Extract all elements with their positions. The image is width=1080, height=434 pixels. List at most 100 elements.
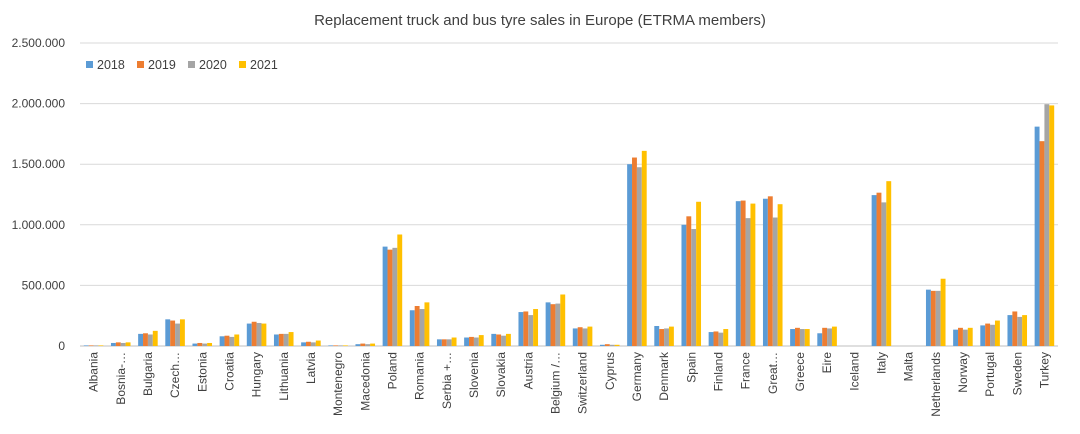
bar bbox=[392, 247, 398, 346]
bar bbox=[83, 345, 89, 346]
bar bbox=[197, 342, 203, 346]
bar bbox=[219, 336, 225, 346]
bar bbox=[202, 343, 208, 346]
bar bbox=[994, 320, 1000, 346]
x-category-label: France bbox=[739, 352, 753, 390]
bar bbox=[762, 198, 768, 346]
bar bbox=[691, 229, 697, 346]
bar bbox=[1034, 126, 1040, 347]
bar bbox=[138, 333, 144, 346]
bar bbox=[881, 202, 887, 346]
bar bbox=[478, 335, 484, 346]
x-category-label: Romania bbox=[413, 352, 427, 400]
bar bbox=[831, 326, 837, 346]
bar bbox=[528, 315, 534, 346]
x-axis: Albania Bosnia-… Bulgaria Czech… Estonia Croa… bbox=[87, 351, 1052, 417]
x-category-label: Serbia +… bbox=[440, 352, 454, 409]
bar bbox=[609, 344, 615, 346]
x-category-label: Croatia bbox=[222, 352, 236, 391]
bar bbox=[152, 330, 158, 346]
bar bbox=[409, 310, 415, 346]
bar bbox=[473, 337, 479, 346]
bar bbox=[1049, 105, 1055, 346]
legend-swatch bbox=[86, 61, 93, 68]
bar bbox=[572, 328, 578, 346]
x-category-label: Bulgaria bbox=[141, 352, 155, 396]
y-axis: 0 500.000 1.000.000 1.500.000 2.000.000 2.500… bbox=[12, 36, 66, 353]
bar bbox=[740, 200, 746, 346]
bar bbox=[88, 345, 94, 346]
bar bbox=[735, 201, 741, 346]
bar bbox=[654, 326, 660, 346]
bar bbox=[1007, 315, 1013, 346]
bar bbox=[288, 332, 294, 346]
bar bbox=[523, 311, 529, 346]
x-category-label: Lithuania bbox=[277, 352, 291, 401]
bar bbox=[713, 331, 719, 346]
bar bbox=[110, 342, 116, 346]
bar bbox=[827, 328, 832, 346]
x-category-label: Denmark bbox=[657, 351, 671, 401]
x-category-label: Hungary bbox=[250, 352, 264, 397]
legend: 2018 2019 2020 2021 bbox=[86, 58, 278, 72]
bar bbox=[985, 323, 991, 346]
bar bbox=[93, 345, 99, 346]
x-category-label: Slovenia bbox=[467, 352, 481, 398]
x-category-label: Austria bbox=[521, 352, 535, 390]
bar bbox=[120, 342, 126, 346]
bar bbox=[632, 157, 637, 346]
x-category-label: Iceland bbox=[847, 352, 861, 391]
x-category-label: Czech… bbox=[168, 352, 182, 398]
y-tick-label: 500.000 bbox=[22, 278, 66, 292]
bar bbox=[953, 329, 959, 346]
bar bbox=[256, 322, 262, 346]
x-category-label: Belgium /… bbox=[548, 352, 562, 414]
bar bbox=[790, 329, 796, 346]
bar bbox=[414, 306, 420, 346]
y-tick-label: 2.000.000 bbox=[12, 97, 66, 111]
bar bbox=[165, 319, 171, 346]
bar bbox=[464, 337, 470, 346]
bar bbox=[659, 329, 665, 346]
x-category-label: Estonia bbox=[195, 352, 209, 392]
bar bbox=[98, 345, 104, 346]
bar bbox=[799, 329, 805, 346]
bar bbox=[641, 150, 647, 346]
bar bbox=[795, 327, 800, 346]
bar bbox=[451, 337, 457, 346]
bar bbox=[387, 249, 393, 346]
x-category-label: Netherlands bbox=[929, 352, 943, 417]
bar bbox=[745, 218, 751, 346]
bar bbox=[686, 216, 692, 346]
x-category-label: Albania bbox=[87, 352, 101, 392]
x-category-label: Portugal bbox=[983, 352, 997, 397]
bar bbox=[338, 345, 343, 346]
bar bbox=[382, 246, 388, 346]
bar bbox=[436, 339, 442, 346]
legend-swatch bbox=[188, 61, 195, 68]
x-category-label: Great… bbox=[766, 352, 780, 394]
x-category-label: Germany bbox=[630, 352, 644, 401]
y-tick-label: 2.500.000 bbox=[12, 36, 66, 50]
bar bbox=[545, 302, 551, 346]
bar bbox=[115, 342, 121, 346]
bar bbox=[518, 312, 524, 346]
bar bbox=[980, 325, 986, 346]
x-category-label: Greece bbox=[793, 352, 807, 392]
bar bbox=[234, 334, 240, 346]
x-category-label: Switzerland bbox=[576, 352, 590, 414]
bar bbox=[627, 164, 633, 346]
bar bbox=[1022, 315, 1028, 346]
bar bbox=[147, 334, 153, 346]
bar bbox=[587, 326, 593, 346]
x-category-label: Montenegro bbox=[331, 352, 345, 416]
bar bbox=[935, 290, 941, 346]
bar bbox=[246, 323, 252, 346]
x-category-label: Malta bbox=[902, 352, 916, 382]
bar bbox=[397, 234, 403, 346]
bar bbox=[636, 167, 642, 346]
bar bbox=[170, 320, 176, 346]
bar bbox=[441, 339, 447, 346]
